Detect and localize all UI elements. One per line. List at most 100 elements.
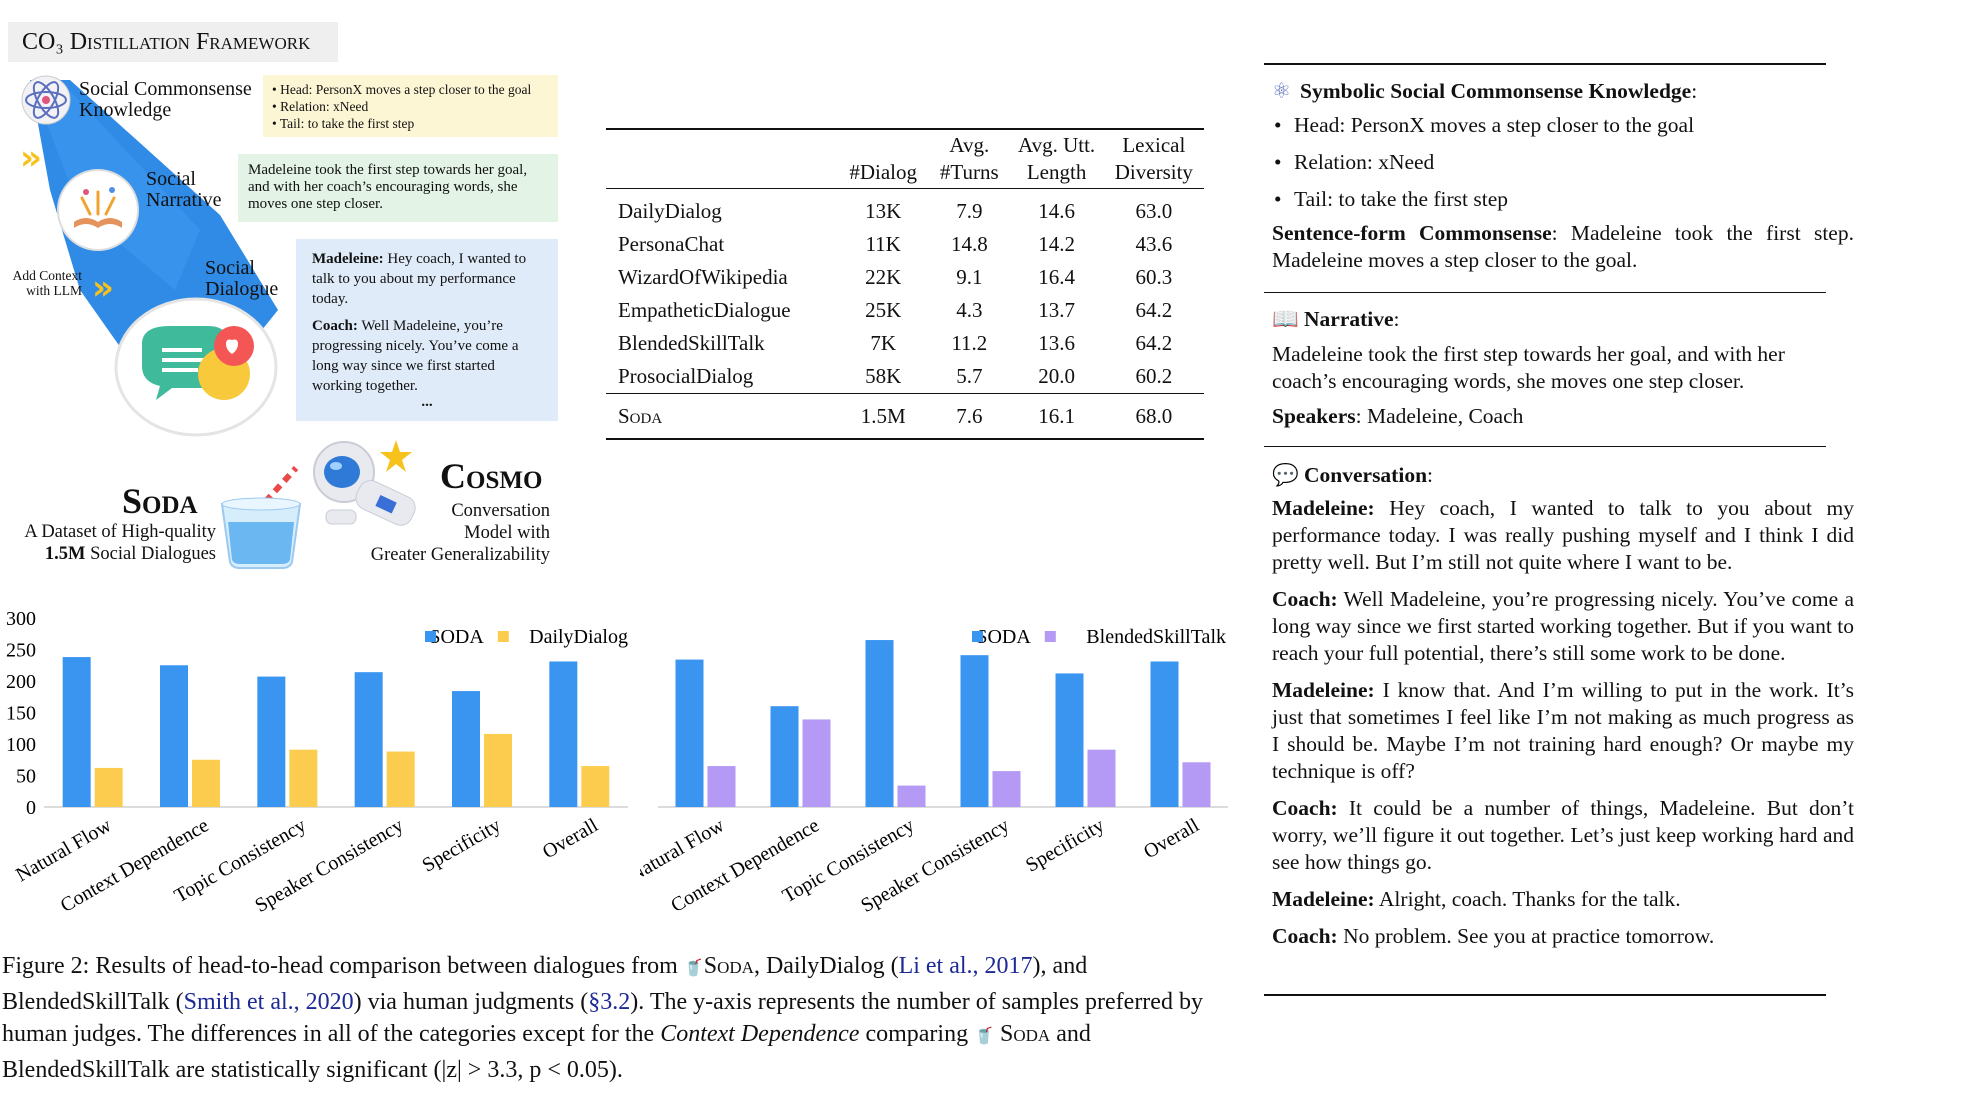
table-row: BlendedSkillTalk 7K 11.2 13.6 64.2 <box>606 327 1204 360</box>
table-row: PersonaChat 11K 14.8 14.2 43.6 <box>606 228 1204 261</box>
table-header <box>606 129 837 189</box>
chevron-icon-1: » <box>20 138 42 178</box>
table-cell: 1.5M <box>860 404 906 428</box>
caption-text: and BlendedSkillTalk are statistically s… <box>2 1021 1091 1083</box>
dataset-stats-table: #Dialog Avg. #Turns Avg. Utt. Length Lex… <box>606 128 1204 440</box>
turn-speaker: Coach: <box>1272 796 1338 820</box>
turn-speaker: Coach: <box>312 318 358 334</box>
legend-swatch <box>497 631 509 642</box>
soda-desc-line: 1.5M Social Dialogues <box>4 543 216 565</box>
chat-bubbles-icon <box>114 297 278 437</box>
table-cell: 13.7 <box>1038 298 1075 322</box>
dialogue-turn: Coach: Well Madeleine, you’re progressin… <box>312 316 542 396</box>
conversation-turn: Madeleine: Hey coach, I wanted to talk t… <box>1272 495 1854 576</box>
atom-icon: ⚛ <box>1272 79 1292 104</box>
bar-blendedskilltalk-2 <box>897 785 926 807</box>
table-header: Avg. Utt. Length <box>1017 133 1096 184</box>
table-cell: 20.0 <box>1038 364 1075 388</box>
turn-speaker: Madeleine: <box>1272 678 1375 702</box>
citation-link[interactable]: Smith et al., 2020 <box>183 988 354 1015</box>
cosmo-desc-line: Greater Generalizability <box>370 545 550 565</box>
cosmo-desc-line: Conversation <box>451 501 550 521</box>
book-icon: 📖 <box>1272 307 1299 332</box>
note-line: Tail: to take the first step <box>272 115 549 132</box>
table-cell: 60.3 <box>1135 265 1173 289</box>
conversation-turn: Madeleine: Alright, coach. Thanks for th… <box>1272 886 1854 913</box>
narrative-heading: 📖 Narrative: <box>1272 307 1400 332</box>
y-tick-label: 0 <box>26 797 36 819</box>
y-tick-label: 250 <box>6 640 36 662</box>
caption-label: Figure 2: <box>2 953 90 979</box>
book-icon <box>57 169 139 251</box>
bar-soda-0 <box>62 657 91 807</box>
turn-text: Alright, coach. Thanks for the talk. <box>1378 887 1681 911</box>
table-row: DailyDialog 13K 7.9 14.6 63.0 <box>606 189 1204 229</box>
conversation-turn: Coach: It could be a number of things, M… <box>1272 795 1854 876</box>
y-tick-label: 300 <box>6 608 36 630</box>
symbolic-head: Symbolic Social Commonsense Knowledge <box>1300 79 1692 103</box>
conversation-turn: Madeleine: I know that. And I’m willing … <box>1272 677 1854 785</box>
bar-soda-1 <box>160 665 188 807</box>
table-cell: 13K <box>865 199 902 223</box>
y-tick-label: 150 <box>6 703 36 725</box>
dialogue-turn: Madeleine: Hey coach, I wanted to talk t… <box>312 249 542 309</box>
cosmo-desc: Conversation Model with Greater Generali… <box>330 500 550 566</box>
x-tick-label: Overall <box>1140 814 1203 863</box>
bar-dailydialog-2 <box>289 749 318 807</box>
note-line: Relation: xNeed <box>272 98 549 115</box>
table-cell: 9.1 <box>956 265 983 289</box>
caption-italic: Context Dependence <box>660 1021 860 1047</box>
bar-blendedskilltalk-1 <box>802 719 831 807</box>
rule-top <box>1264 63 1826 65</box>
bar-soda-3 <box>960 655 989 807</box>
bar-soda-4 <box>452 691 480 807</box>
legend-swatch <box>425 631 436 642</box>
rule-bottom <box>1264 994 1826 996</box>
table-cell: 64.2 <box>1135 298 1173 322</box>
table-cell: 7.9 <box>956 199 983 223</box>
table-cell: ProsocialDialog <box>618 364 754 388</box>
narrative-section: 📖 Narrative: Madeleine took the first ste… <box>1272 306 1854 430</box>
list-item: Tail: to take the first step <box>1272 181 1854 218</box>
x-tick-label: Specificity <box>418 814 504 876</box>
bar-soda-0 <box>675 659 704 807</box>
table-cell: DailyDialog <box>618 199 722 223</box>
speakers-text: Madeleine, Coach <box>1366 404 1524 428</box>
conversation-heading: 💬 Conversation: <box>1272 463 1434 488</box>
soda-desc: A Dataset of High-quality 1.5M Social Di… <box>4 521 216 565</box>
table-cell: 11K <box>865 232 901 256</box>
table-row-soda: Soda 1.5M 7.6 16.1 68.0 <box>606 393 1204 439</box>
rule-mid-1 <box>1264 292 1826 293</box>
y-tick-label: 50 <box>16 766 36 788</box>
legend-label: DailyDialog <box>529 626 628 648</box>
bar-dailydialog-5 <box>581 766 610 807</box>
table-cell: 43.6 <box>1135 232 1173 256</box>
table-cell: 68.0 <box>1135 404 1173 428</box>
speakers: Speakers: Madeleine, Coach <box>1272 404 1524 428</box>
table-cell: 64.2 <box>1135 331 1173 355</box>
caption-soda: Soda <box>703 953 754 979</box>
table-row: ProsocialDialog 58K 5.7 20.0 60.2 <box>606 360 1204 394</box>
caption-soda: Soda <box>1000 1021 1051 1047</box>
sentence-text: Madeleine took the first step. Madeleine… <box>1272 221 1854 272</box>
table-header: #Dialog <box>849 160 917 184</box>
y-tick-label: 200 <box>6 671 36 693</box>
citation-link[interactable]: Li et al., 2017 <box>898 953 1033 979</box>
bar-blendedskilltalk-3 <box>992 771 1021 807</box>
cup-icon: 🥤 <box>974 1028 995 1045</box>
bar-blendedskilltalk-5 <box>1182 762 1211 807</box>
step-dialogue-label: Social Dialogue <box>205 257 279 300</box>
turn-text: Well Madeleine, you’re progressing nicel… <box>312 318 519 394</box>
caption-text: , DailyDialog ( <box>753 953 899 979</box>
bar-soda-4 <box>1055 673 1084 807</box>
cosmo-title: Cosmo <box>440 456 543 496</box>
table-cell: 60.2 <box>1135 364 1173 388</box>
section-link[interactable]: §3.2 <box>588 988 631 1015</box>
bar-dailydialog-1 <box>192 759 220 807</box>
turn-speaker: Madeleine: <box>1272 496 1375 520</box>
table-cell: 13.6 <box>1038 331 1075 355</box>
table-header: Avg. #Turns <box>939 133 999 184</box>
turn-text: Hey coach, I wanted to talk to you about… <box>1272 496 1855 574</box>
